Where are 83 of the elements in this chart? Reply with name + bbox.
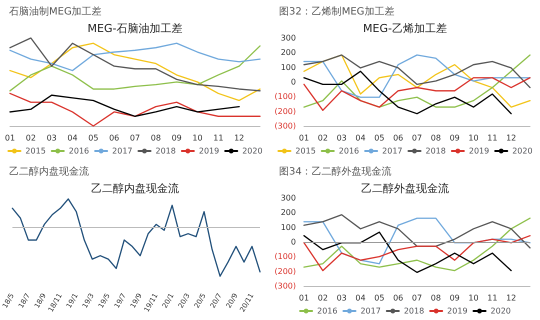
x-tick-label: 01 bbox=[298, 294, 310, 302]
x-tick-label: 02 bbox=[318, 134, 328, 142]
y-tick-label: 0 bbox=[290, 78, 296, 86]
x-tick-label: 12 bbox=[234, 134, 244, 142]
legend-label: 2018 bbox=[156, 146, 176, 156]
legend-label: 2015 bbox=[25, 146, 46, 156]
x-tick-label: 10 bbox=[192, 134, 203, 142]
chart-subtitle: 图32：乙烯制MEG加工差 bbox=[279, 6, 394, 18]
y-tick-label: (200) bbox=[274, 106, 296, 116]
x-tick-label: 11 bbox=[487, 134, 498, 142]
line-series bbox=[303, 70, 512, 114]
line-series bbox=[303, 235, 531, 272]
x-tick-label: 04 bbox=[355, 134, 366, 142]
x-tick-label: 02 bbox=[318, 294, 328, 302]
chart-subtitle: 石脑油制MEG加工差 bbox=[9, 6, 102, 18]
chart-title: 乙二醇外盘现金流 bbox=[361, 182, 449, 195]
chart-subtitle: 图34：乙二醇外盘现金流 bbox=[279, 166, 392, 178]
legend-label: 2017 bbox=[382, 146, 402, 156]
x-tick-label: 10 bbox=[468, 134, 479, 142]
x-tick-label: 01 bbox=[298, 134, 310, 142]
legend-label: 2016 bbox=[317, 306, 338, 316]
legend-label: 2019 bbox=[198, 146, 220, 156]
legend-label: 2018 bbox=[426, 146, 446, 156]
x-tick-label: 07 bbox=[412, 134, 422, 142]
legend-label: 2019 bbox=[447, 306, 468, 316]
x-tick-label: 03 bbox=[46, 134, 57, 142]
legend-label: 2018 bbox=[404, 306, 424, 316]
legend-label: 2017 bbox=[360, 306, 381, 316]
x-tick-label: 08 bbox=[430, 134, 441, 142]
x-tick-label: 09 bbox=[450, 294, 460, 302]
y-tick-label: (300) bbox=[274, 122, 296, 130]
x-tick-label: 04 bbox=[355, 294, 366, 302]
x-tick-label: 06 bbox=[109, 134, 120, 142]
y-tick-label: 300 bbox=[280, 34, 296, 42]
x-tick-label: 03 bbox=[336, 294, 347, 302]
x-tick-label: 06 bbox=[393, 294, 404, 302]
y-tick-label: 300 bbox=[280, 194, 296, 202]
x-tick-label: 09 bbox=[450, 134, 460, 142]
chart-title: MEG-石脑油加工差 bbox=[88, 22, 182, 35]
x-tick-label: 07 bbox=[412, 294, 422, 302]
x-tick-label: 11 bbox=[213, 134, 224, 142]
line-series bbox=[303, 54, 531, 88]
chart-title: 乙二醇内盘现金流 bbox=[91, 182, 179, 195]
x-tick-label: 03 bbox=[336, 134, 347, 142]
legend-label: 2016 bbox=[68, 146, 90, 156]
y-tick-label: 100 bbox=[280, 222, 296, 232]
y-tick-label: (100) bbox=[274, 92, 296, 102]
x-tick-label: 05 bbox=[88, 134, 98, 142]
x-tick-label: 05 bbox=[374, 294, 384, 302]
x-tick-label: 12 bbox=[506, 294, 516, 302]
legend-label: 2016 bbox=[338, 146, 360, 156]
x-tick-label: 08 bbox=[150, 134, 161, 142]
chart-title: MEG-乙烯加工差 bbox=[363, 22, 447, 35]
y-tick-label: (100) bbox=[274, 252, 296, 262]
x-tick-label: 08 bbox=[430, 294, 441, 302]
x-tick-label: 06 bbox=[393, 134, 404, 142]
x-tick-label: 09 bbox=[172, 134, 182, 142]
x-tick-label: 11 bbox=[487, 294, 498, 302]
y-tick-label: 100 bbox=[280, 62, 296, 72]
legend-label: 2020 bbox=[490, 306, 511, 316]
y-tick-label: 200 bbox=[280, 208, 296, 218]
x-tick-label: 02 bbox=[26, 134, 36, 142]
x-tick-label: 12 bbox=[506, 134, 516, 142]
x-tick-label: 05 bbox=[374, 134, 384, 142]
legend-label: 2020 bbox=[512, 146, 533, 156]
x-tick-label: 04 bbox=[67, 134, 78, 142]
legend-label: 2017 bbox=[112, 146, 132, 156]
y-tick-label: 200 bbox=[280, 48, 296, 58]
line-series bbox=[303, 54, 531, 98]
y-tick-label: (200) bbox=[274, 266, 296, 276]
chart-subtitle: 乙二醇内盘现金流 bbox=[9, 166, 89, 178]
line-series bbox=[303, 232, 512, 274]
line-series bbox=[303, 214, 531, 249]
line-series bbox=[303, 54, 531, 108]
legend-label: 2020 bbox=[242, 146, 263, 156]
x-tick-label: 10 bbox=[468, 294, 479, 302]
x-tick-label: 01 bbox=[4, 134, 16, 142]
legend-label: 2015 bbox=[295, 146, 316, 156]
x-tick-label: 07 bbox=[130, 134, 140, 142]
y-tick-label: (300) bbox=[274, 282, 296, 290]
line-series bbox=[303, 77, 531, 111]
y-tick-label: 0 bbox=[290, 238, 296, 246]
legend-label: 2019 bbox=[468, 146, 490, 156]
